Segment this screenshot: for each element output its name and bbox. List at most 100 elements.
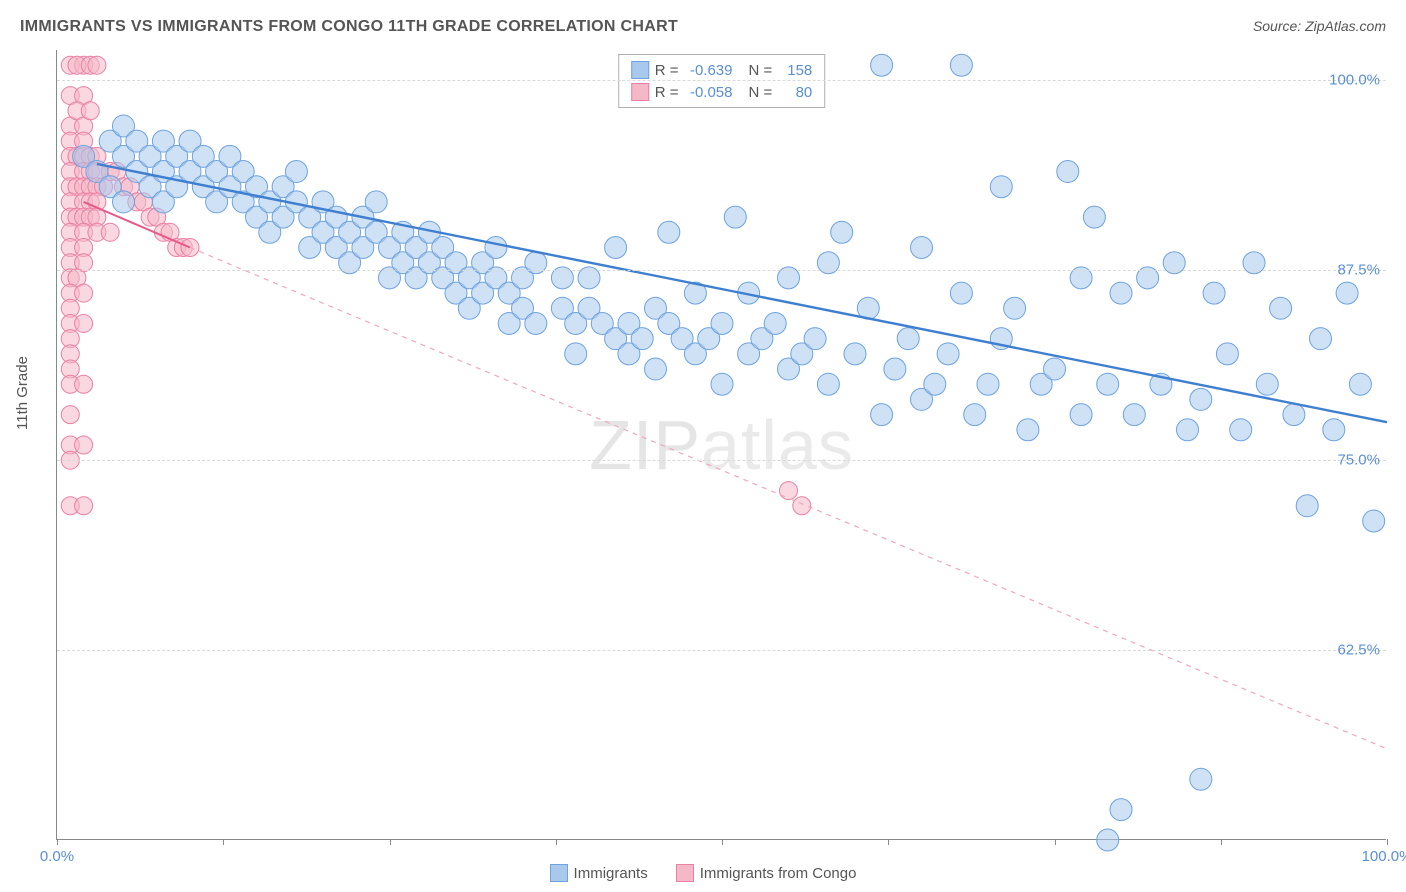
- y-tick-label: 62.5%: [1337, 642, 1380, 659]
- data-point: [61, 406, 79, 424]
- data-point: [977, 373, 999, 395]
- gridline: [57, 460, 1386, 461]
- data-point: [1256, 373, 1278, 395]
- data-point: [81, 102, 99, 120]
- n-value: 80: [778, 84, 812, 101]
- x-tick-label: 0.0%: [40, 848, 74, 865]
- y-tick-label: 75.0%: [1337, 452, 1380, 469]
- legend-swatch: [676, 864, 694, 882]
- source-credit: Source: ZipAtlas.com: [1253, 18, 1386, 34]
- data-point: [844, 343, 866, 365]
- data-point: [75, 497, 93, 515]
- data-point: [525, 312, 547, 334]
- r-value: -0.639: [685, 62, 733, 79]
- data-point: [658, 221, 680, 243]
- x-tick-label: 100.0%: [1362, 848, 1406, 865]
- data-point: [804, 328, 826, 350]
- data-point: [75, 314, 93, 332]
- data-point: [101, 223, 119, 241]
- data-point: [950, 282, 972, 304]
- series-legend: Immigrants Immigrants from Congo: [0, 864, 1406, 886]
- r-value: -0.058: [685, 84, 733, 101]
- legend-label: Immigrants from Congo: [700, 865, 857, 882]
- data-point: [75, 375, 93, 393]
- gridline: [57, 650, 1386, 651]
- data-point: [1283, 404, 1305, 426]
- data-point: [1097, 373, 1119, 395]
- data-point: [817, 373, 839, 395]
- data-point: [1270, 297, 1292, 319]
- data-point: [764, 312, 786, 334]
- data-point: [924, 373, 946, 395]
- data-point: [884, 358, 906, 380]
- data-point: [75, 436, 93, 454]
- data-point: [1310, 328, 1332, 350]
- data-point: [565, 343, 587, 365]
- chart-plot-area: ZIPatlas R =-0.639N =158R =-0.058N =80 6…: [56, 50, 1386, 840]
- data-point: [964, 404, 986, 426]
- x-tick: [556, 839, 557, 845]
- data-point: [1097, 829, 1119, 851]
- legend-label: Immigrants: [574, 865, 648, 882]
- data-point: [1323, 419, 1345, 441]
- data-point: [1057, 161, 1079, 183]
- data-point: [1004, 297, 1026, 319]
- data-point: [724, 206, 746, 228]
- data-point: [1349, 373, 1371, 395]
- data-point: [113, 191, 135, 213]
- data-point: [711, 312, 733, 334]
- data-point: [1110, 799, 1132, 821]
- data-point: [871, 54, 893, 76]
- chart-title: IMMIGRANTS VS IMMIGRANTS FROM CONGO 11TH…: [20, 18, 678, 35]
- data-point: [1296, 495, 1318, 517]
- x-tick: [390, 839, 391, 845]
- legend-swatch: [631, 83, 649, 101]
- data-point: [1230, 419, 1252, 441]
- data-point: [950, 54, 972, 76]
- data-point: [365, 191, 387, 213]
- legend-swatch: [631, 61, 649, 79]
- x-tick: [223, 839, 224, 845]
- scatter-svg: [57, 50, 1386, 839]
- data-point: [937, 343, 959, 365]
- data-point: [485, 237, 507, 259]
- data-point: [1190, 768, 1212, 790]
- data-point: [1363, 510, 1385, 532]
- x-tick: [1055, 839, 1056, 845]
- data-point: [1216, 343, 1238, 365]
- data-point: [990, 176, 1012, 198]
- data-point: [780, 482, 798, 500]
- legend-item: Immigrants from Congo: [676, 864, 857, 882]
- legend-item: Immigrants: [550, 864, 648, 882]
- y-axis-label: 11th Grade: [14, 356, 31, 430]
- x-tick: [1387, 839, 1388, 845]
- data-point: [1336, 282, 1358, 304]
- x-tick: [57, 839, 58, 845]
- legend-row: R =-0.639N =158: [631, 59, 813, 81]
- data-point: [1123, 404, 1145, 426]
- data-point: [1083, 206, 1105, 228]
- data-point: [605, 237, 627, 259]
- gridline: [57, 270, 1386, 271]
- y-tick-label: 100.0%: [1329, 72, 1380, 89]
- data-point: [1190, 388, 1212, 410]
- legend-row: R =-0.058N =80: [631, 81, 813, 103]
- data-point: [631, 328, 653, 350]
- y-tick-label: 87.5%: [1337, 262, 1380, 279]
- data-point: [1203, 282, 1225, 304]
- data-point: [897, 328, 919, 350]
- x-tick: [1221, 839, 1222, 845]
- x-tick: [888, 839, 889, 845]
- data-point: [1017, 419, 1039, 441]
- data-point: [1070, 404, 1092, 426]
- data-point: [75, 284, 93, 302]
- legend-swatch: [550, 864, 568, 882]
- data-point: [645, 358, 667, 380]
- gridline: [57, 80, 1386, 81]
- data-point: [285, 161, 307, 183]
- data-point: [911, 237, 933, 259]
- data-point: [1044, 358, 1066, 380]
- data-point: [88, 56, 106, 74]
- data-point: [711, 373, 733, 395]
- data-point: [1110, 282, 1132, 304]
